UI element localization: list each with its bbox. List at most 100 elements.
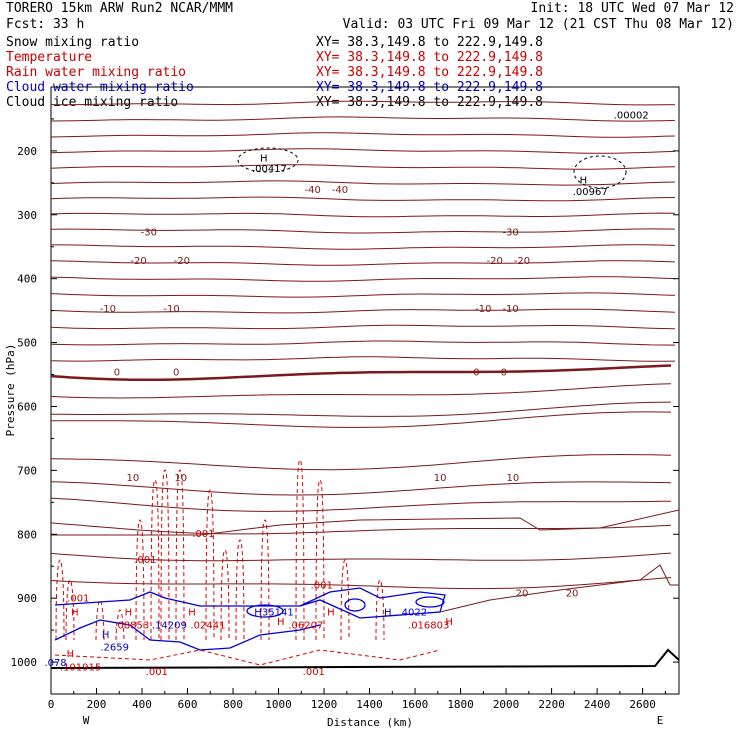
temperature-contour-label: 0 bbox=[473, 367, 479, 378]
extremum-label: H bbox=[254, 608, 262, 619]
temperature-contour bbox=[50, 552, 672, 562]
cloud-water-contour bbox=[54, 587, 446, 619]
rain-contour bbox=[295, 459, 305, 641]
temperature-contour bbox=[50, 497, 672, 512]
extremum-label: .4022 bbox=[398, 608, 427, 619]
temperature-contour bbox=[439, 564, 679, 613]
model-title: TORERO 15km ARW Run2 NCAR/MMM bbox=[6, 1, 233, 16]
contour-layer bbox=[50, 100, 680, 669]
temperature-contour bbox=[50, 180, 676, 186]
cloud-water-contour bbox=[54, 619, 321, 651]
temperature-contour-label: -20 bbox=[130, 256, 146, 267]
temperature-contour-label: -30 bbox=[502, 227, 518, 238]
extremum-label: .00002 bbox=[614, 110, 649, 121]
rain-contour bbox=[340, 559, 350, 641]
x-tick-label: 600 bbox=[178, 698, 198, 711]
extremum-label: H bbox=[102, 630, 110, 641]
cloud-water-contour bbox=[344, 598, 366, 612]
temperature-contour bbox=[50, 116, 676, 122]
temperature-contour-label: -20 bbox=[514, 256, 530, 267]
temperature-contour-label: -30 bbox=[141, 227, 157, 238]
extremum-label: H bbox=[327, 608, 335, 619]
temperature-contour bbox=[50, 453, 672, 471]
temperature-contour-label: -10 bbox=[163, 304, 179, 315]
temperature-contour bbox=[51, 411, 672, 428]
extremum-label: .101915 bbox=[60, 663, 101, 674]
temperature-contour bbox=[50, 577, 672, 590]
rain-contour bbox=[315, 479, 325, 641]
extremum-label: .14209 bbox=[152, 620, 187, 631]
extremum-label: .2659 bbox=[100, 643, 129, 654]
extremum-label: .001 bbox=[192, 529, 214, 540]
y-tick-label: 500 bbox=[17, 337, 37, 350]
temperature-contour-label: 10 bbox=[434, 473, 447, 484]
extremum-label: H bbox=[67, 649, 75, 660]
temperature-contour bbox=[50, 522, 672, 535]
extremum-label: .078 bbox=[44, 658, 66, 669]
y-axis-title: Pressure (hPa) bbox=[4, 344, 17, 437]
temperature-contour bbox=[50, 100, 676, 106]
temperature-contour-label: -40 bbox=[332, 185, 348, 196]
x-axis-east-label: E bbox=[657, 714, 664, 727]
temperature-contour bbox=[50, 383, 672, 399]
temperature-contour bbox=[50, 292, 676, 298]
terrain-line bbox=[50, 648, 680, 669]
rain-contour bbox=[95, 599, 105, 641]
x-axis-title: Distance (km) bbox=[327, 716, 413, 729]
temperature-contour-label: 10 bbox=[174, 473, 187, 484]
temperature-contour bbox=[51, 509, 680, 536]
cloud-water-contour bbox=[246, 604, 284, 618]
x-tick-label: 1600 bbox=[402, 698, 429, 711]
temperature-contour-label: -10 bbox=[100, 304, 116, 315]
temperature-contour bbox=[50, 364, 672, 382]
y-tick-label: 300 bbox=[17, 209, 37, 222]
temperature-contour-label: 10 bbox=[507, 473, 520, 484]
x-tick-label: 2200 bbox=[538, 698, 565, 711]
rain-contour bbox=[65, 579, 75, 641]
x-tick-label: 2400 bbox=[584, 698, 611, 711]
temperature-contour-label: -20 bbox=[487, 256, 503, 267]
extremum-label: H bbox=[71, 608, 79, 619]
temperature-contour-label: 0 bbox=[501, 367, 507, 378]
temperature-contour bbox=[51, 244, 676, 250]
temperature-contour bbox=[50, 356, 676, 362]
rain-contour bbox=[55, 559, 65, 641]
temperature-contour-label: -10 bbox=[502, 304, 518, 315]
temperature-contour bbox=[50, 228, 676, 234]
temperature-contour bbox=[50, 196, 676, 202]
extremum-label: .06207 bbox=[288, 620, 323, 631]
extremum-label: .001 bbox=[134, 555, 156, 566]
init-time: Init: 18 UTC Wed 07 Mar 12 bbox=[531, 1, 735, 16]
temperature-contour bbox=[50, 260, 676, 266]
rain-contour bbox=[160, 469, 170, 641]
extremum-label: H bbox=[277, 617, 285, 628]
temperature-contour bbox=[50, 148, 676, 154]
rain-contour bbox=[260, 519, 270, 641]
x-tick-label: 1200 bbox=[311, 698, 338, 711]
cloud-ice-contour bbox=[237, 147, 299, 173]
extremum-label: .001 bbox=[67, 594, 89, 605]
cloud-water-contour bbox=[415, 596, 445, 608]
extremum-label: .001 bbox=[311, 581, 333, 592]
forecast-hour: Fcst: 33 h bbox=[6, 17, 84, 32]
axis-ticks: 0 200 400 600 800 1000 1200 1400 1600 1800 2000 220… bbox=[11, 118, 679, 711]
temperature-contour bbox=[50, 132, 676, 138]
rain-contour bbox=[205, 489, 215, 641]
contour-labels: -40 -40 -30 -30 -20 -20 -20 -20 -10 -10 -10 -10 0 0 0 0… bbox=[44, 110, 648, 678]
x-tick-label: 1800 bbox=[447, 698, 474, 711]
legend-temperature: Temperature bbox=[6, 50, 92, 65]
extremum-label: H bbox=[188, 608, 196, 619]
legend-temperature-xy: XY= 38.3,149.8 to 222.9,149.8 bbox=[316, 50, 543, 65]
rain-contour bbox=[175, 469, 185, 641]
rain-contour bbox=[54, 649, 441, 666]
extremum-label: .02441 bbox=[191, 620, 226, 631]
temperature-contour-label: -40 bbox=[304, 185, 320, 196]
y-tick-label: 400 bbox=[17, 273, 37, 286]
y-tick-label: 800 bbox=[17, 528, 37, 541]
temperature-contour-label: -20 bbox=[174, 256, 190, 267]
extremum-label: .001 bbox=[146, 667, 168, 678]
temperature-contour bbox=[50, 308, 676, 314]
x-tick-label: 200 bbox=[87, 698, 107, 711]
legend-rain: Rain water mixing ratio bbox=[6, 65, 186, 80]
